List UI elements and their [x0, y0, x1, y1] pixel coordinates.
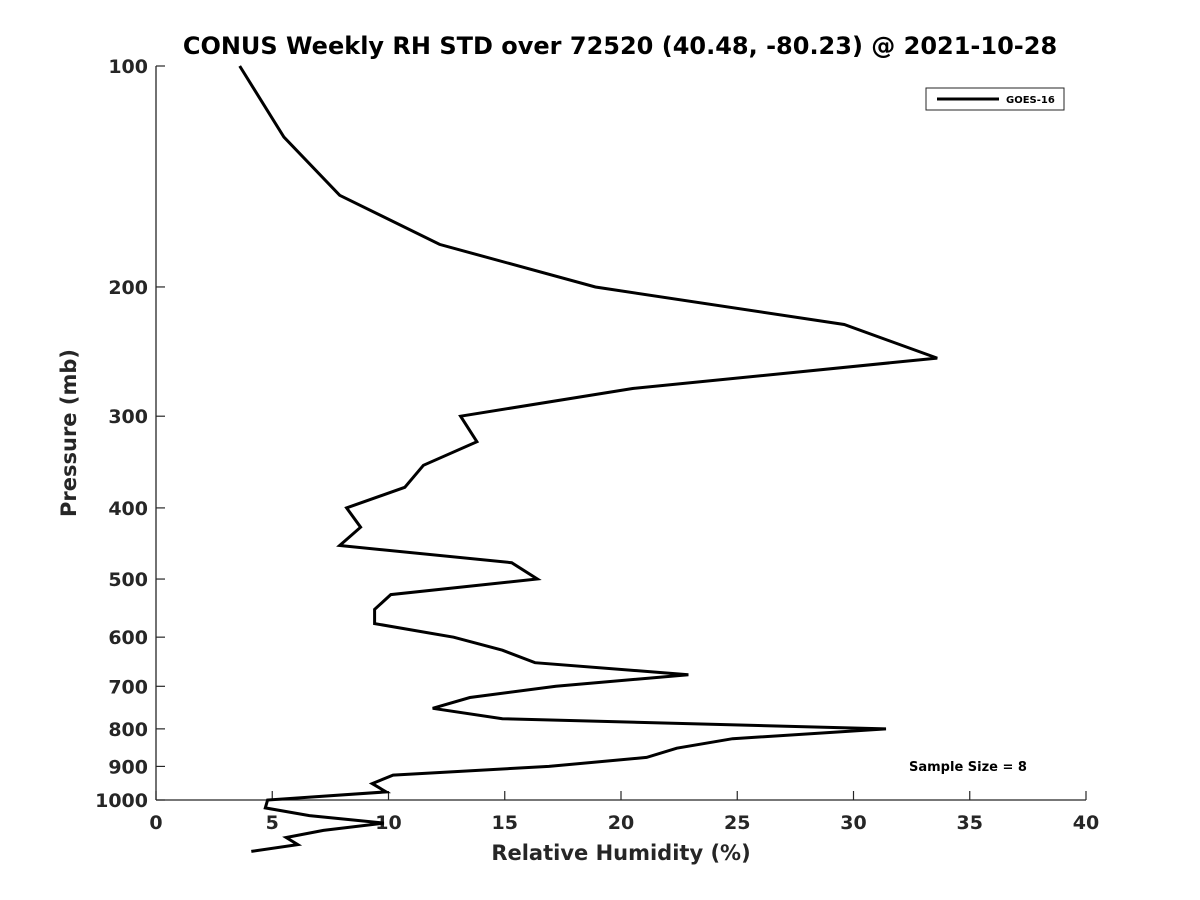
y-axis-label: Pressure (mb): [57, 349, 81, 517]
y-tick-label: 300: [108, 406, 148, 428]
y-tick-label: 800: [108, 719, 148, 741]
x-tick-label: 20: [608, 812, 634, 834]
x-tick-label: 25: [724, 812, 750, 834]
legend-label-goes-16: GOES-16: [1006, 95, 1055, 106]
x-axis-ticks: 0 5 10 15 20 25 30 35 40: [149, 791, 1099, 834]
y-tick-label: 1000: [95, 790, 148, 812]
y-tick-label: 100: [108, 56, 148, 78]
x-tick-label: 35: [957, 812, 983, 834]
x-tick-label: 0: [149, 812, 162, 834]
y-tick-label: 600: [108, 627, 148, 649]
y-tick-label: 900: [108, 756, 148, 778]
y-tick-label: 200: [108, 277, 148, 299]
legend: GOES-16: [925, 87, 1065, 111]
y-tick-label: 400: [108, 498, 148, 520]
y-tick-label: 500: [108, 569, 148, 591]
x-tick-label: 40: [1073, 812, 1099, 834]
y-tick-label: 700: [108, 676, 148, 698]
series-layer: [238, 65, 938, 853]
sample-size-annotation: Sample Size = 8: [909, 760, 1027, 775]
x-tick-label: 10: [375, 812, 401, 834]
x-tick-label: 5: [266, 812, 279, 834]
y-axis-ticks: 100 200 300 400 500 600 700 800 900 1000: [95, 56, 165, 812]
x-tick-label: 30: [840, 812, 866, 834]
x-tick-label: 15: [492, 812, 518, 834]
chart-title: CONUS Weekly RH STD over 72520 (40.48, -…: [183, 32, 1057, 60]
series-line-goes-16: [238, 65, 938, 853]
x-axis-label: Relative Humidity (%): [491, 841, 750, 865]
